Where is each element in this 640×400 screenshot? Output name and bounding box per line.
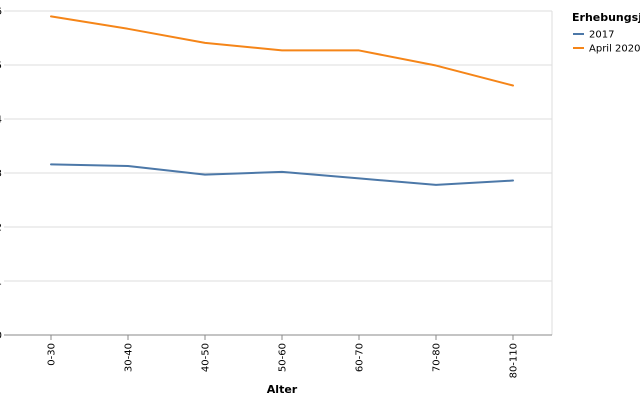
- legend-title: Erhebungsjahr: [572, 11, 640, 24]
- x-tick-label: 80-110: [509, 343, 520, 378]
- x-tick-label: 0-30: [47, 343, 58, 366]
- y-tick-label: 4: [0, 115, 2, 126]
- y-axis: 0 1 2 3 4 5 6: [0, 7, 2, 342]
- x-tick-label: 50-60: [278, 343, 289, 372]
- x-axis: 0-30 30-40 40-50 50-60 60-70 70-80 80-110: [4, 334, 552, 378]
- y-tick-label: 0: [0, 331, 2, 342]
- y-tick-label: 3: [0, 169, 2, 180]
- grid-lines: [4, 10, 553, 336]
- legend: Erhebungsjahr 2017 April 2020: [572, 11, 640, 55]
- series-line-0: [50, 163, 514, 186]
- x-tick-label: 40-50: [201, 343, 212, 372]
- y-tick-label: 5: [0, 61, 2, 72]
- y-tick-label: 1: [0, 277, 2, 288]
- x-axis-title: Alter: [267, 383, 298, 396]
- y-tick-label: 6: [0, 7, 2, 18]
- x-tick-label: 60-70: [355, 343, 366, 372]
- legend-label: April 2020: [589, 44, 640, 55]
- legend-label: 2017: [589, 30, 614, 41]
- series-line-1: [50, 15, 514, 87]
- x-tick-label: 70-80: [432, 343, 443, 372]
- y-tick-label: 2: [0, 223, 2, 234]
- x-tick-label: 30-40: [124, 343, 135, 372]
- series-lines: [50, 15, 514, 186]
